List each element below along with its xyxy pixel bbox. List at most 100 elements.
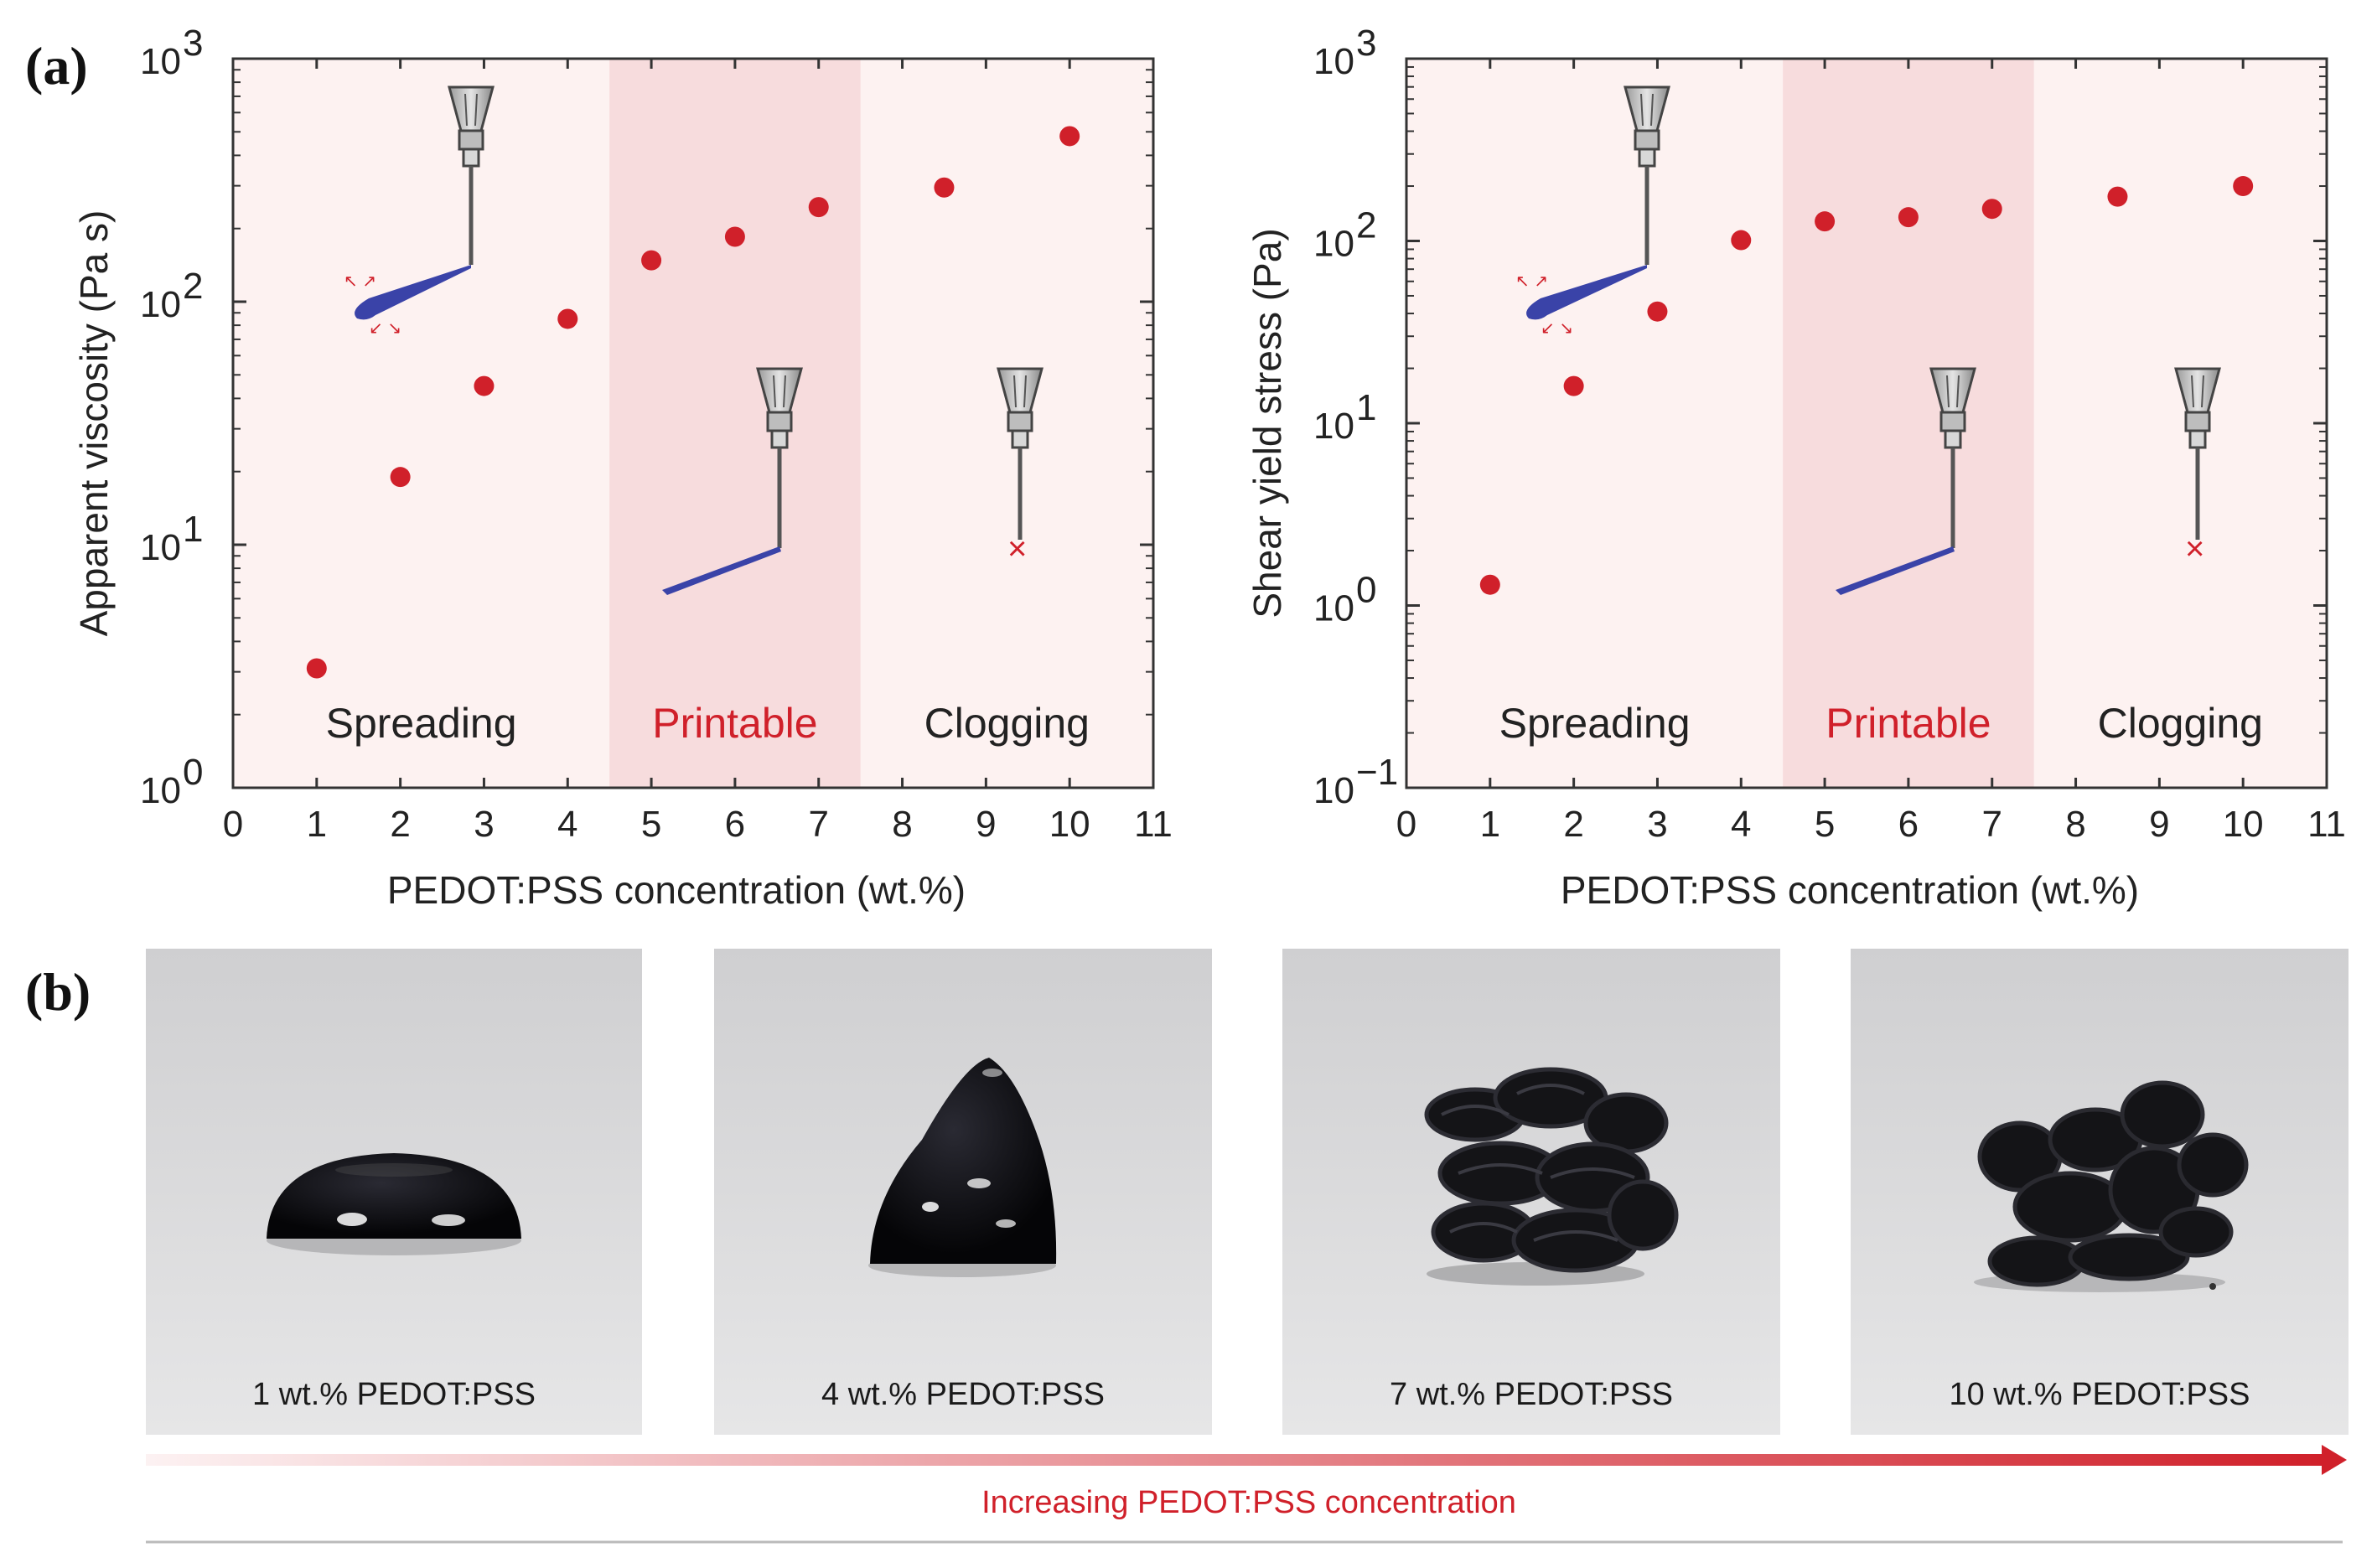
photo-caption-2: 4 wt.% PEDOT:PSS <box>821 1377 1105 1412</box>
panel-label-b: (b) <box>25 962 91 1022</box>
data-point <box>1647 301 1668 322</box>
x-tick-label: 2 <box>390 804 410 845</box>
y-tick-label: 10 <box>1313 406 1354 447</box>
clog-x-icon: × <box>1007 530 1027 567</box>
data-point <box>2107 186 2128 207</box>
y-tick-label: 10 <box>140 770 181 811</box>
x-tick-label: 8 <box>2065 804 2085 845</box>
x-tick-label: 9 <box>2149 804 2169 845</box>
data-point <box>1898 207 1919 228</box>
photo-4: 10 wt.% PEDOT:PSS <box>1851 949 2349 1435</box>
nozzle-printable-illustration-1 <box>662 367 803 595</box>
x-tick-label: 4 <box>557 804 577 845</box>
x-tick-label: 0 <box>223 804 243 845</box>
x-tick-label: 11 <box>2307 804 2346 845</box>
y-tick-label: 10 <box>1313 224 1354 265</box>
photo-2: 4 wt.% PEDOT:PSS <box>714 949 1212 1435</box>
data-point <box>808 197 829 218</box>
x-tick-label: 10 <box>1049 804 1090 845</box>
panel-label-a: (a) <box>25 36 88 96</box>
arrow-label: Increasing PEDOT:PSS concentration <box>981 1485 1516 1520</box>
x-tick-label: 9 <box>976 804 996 845</box>
y-tick-exponent: 1 <box>183 509 203 550</box>
x-tick-label: 4 <box>1731 804 1751 845</box>
x-tick-label: 7 <box>1981 804 2002 845</box>
nozzle-printable-illustration-2 <box>1836 367 1976 595</box>
x-tick-label: 5 <box>641 804 661 845</box>
nozzle-spreading-illustration-2: ↖ ↗ ↙ ↘ <box>1515 85 1670 338</box>
y-tick-exponent: 3 <box>183 23 203 64</box>
x-tick-label: 6 <box>725 804 745 845</box>
data-point <box>1981 199 2002 220</box>
printable-band <box>1783 59 2034 788</box>
region-label-spreading: Spreading <box>326 700 517 747</box>
data-point <box>390 467 411 488</box>
nozzle-clogging-illustration-1: × <box>997 367 1043 567</box>
y-tick-label: 10 <box>1313 770 1354 811</box>
y-tick-label: 10 <box>1313 41 1354 82</box>
region-label-clogging: Clogging <box>2098 700 2263 747</box>
data-point <box>557 308 578 329</box>
nozzle-spreading-illustration-1: ↖ ↗ ↙ ↘ <box>344 85 495 338</box>
x-tick-label: 3 <box>474 804 494 845</box>
photo-caption-3: 7 wt.% PEDOT:PSS <box>1390 1377 1673 1412</box>
photo-1: 1 wt.% PEDOT:PSS <box>146 949 642 1435</box>
x-tick-label: 0 <box>1396 804 1416 845</box>
data-point <box>1059 126 1080 147</box>
x-tick-label: 5 <box>1815 804 1835 845</box>
x-tick-label: 3 <box>1647 804 1667 845</box>
data-point <box>1563 375 1584 396</box>
y-tick-label: 10 <box>1313 588 1354 629</box>
svg-text:↙ ↘: ↙ ↘ <box>1541 319 1573 338</box>
region-label-spreading: Spreading <box>1499 700 1691 747</box>
data-point <box>934 177 955 198</box>
nozzle-clogging-illustration-2: × <box>2174 367 2221 567</box>
y-tick-label: 10 <box>140 41 181 82</box>
photo-3: 7 wt.% PEDOT:PSS <box>1282 949 1780 1435</box>
svg-text:↖ ↗: ↖ ↗ <box>1515 272 1548 291</box>
data-point <box>641 250 662 271</box>
x-axis-title: PEDOT:PSS concentration (wt.%) <box>1561 868 2139 912</box>
svg-text:↙ ↘: ↙ ↘ <box>369 319 401 338</box>
data-point <box>2233 176 2254 197</box>
y-tick-exponent: 1 <box>1356 387 1376 428</box>
y-tick-label: 10 <box>140 284 181 325</box>
x-tick-label: 11 <box>1134 804 1173 845</box>
arrow-head-icon <box>2322 1445 2347 1475</box>
concentration-arrow: Increasing PEDOT:PSS concentration <box>146 1445 2347 1544</box>
y-tick-exponent: 3 <box>1356 23 1376 64</box>
photo-caption-1: 1 wt.% PEDOT:PSS <box>252 1377 536 1412</box>
clog-x-icon: × <box>2185 530 2204 567</box>
x-tick-label: 1 <box>307 804 327 845</box>
data-point <box>474 375 495 396</box>
data-point <box>1479 574 1500 595</box>
plot-frame <box>231 57 1155 789</box>
data-point <box>306 658 327 679</box>
x-tick-label: 10 <box>2223 804 2264 845</box>
x-axis-title: PEDOT:PSS concentration (wt.%) <box>387 868 966 912</box>
x-tick-label: 1 <box>1480 804 1500 845</box>
x-tick-label: 2 <box>1563 804 1583 845</box>
y-tick-exponent: 2 <box>183 266 203 307</box>
x-tick-label: 7 <box>808 804 828 845</box>
y-tick-exponent: −1 <box>1356 752 1398 793</box>
data-point <box>1815 211 1836 232</box>
y-tick-exponent: 0 <box>183 752 203 793</box>
y-axis-title: Shear yield stress (Pa) <box>1245 228 1289 618</box>
x-tick-label: 8 <box>892 804 912 845</box>
region-label-printable: Printable <box>1825 700 1991 747</box>
region-label-printable: Printable <box>652 700 817 747</box>
photo-caption-4: 10 wt.% PEDOT:PSS <box>1949 1377 2250 1412</box>
printable-band <box>609 59 861 788</box>
y-tick-label: 10 <box>140 527 181 568</box>
y-tick-exponent: 2 <box>1356 205 1376 246</box>
data-point <box>724 226 745 247</box>
x-tick-label: 6 <box>1898 804 1919 845</box>
y-tick-exponent: 0 <box>1356 570 1376 611</box>
region-label-clogging: Clogging <box>924 700 1090 747</box>
svg-text:↖ ↗: ↖ ↗ <box>344 272 376 291</box>
y-axis-title: Apparent viscosity (Pa s) <box>72 210 116 637</box>
